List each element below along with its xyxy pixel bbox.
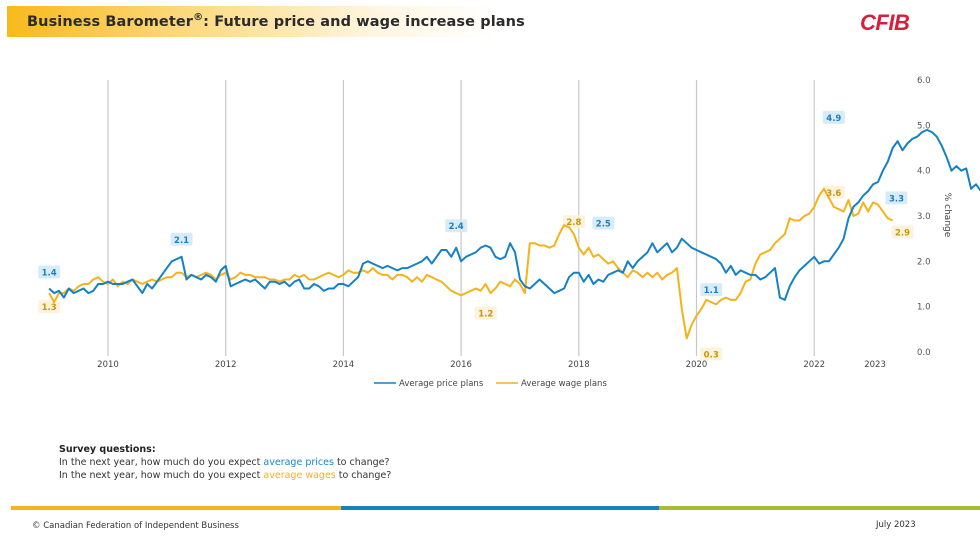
copyright: © Canadian Federation of Independent Bus… — [32, 521, 239, 531]
x-tick-label: 2010 — [97, 360, 119, 370]
legend: Average price plans Average wage plans — [374, 379, 607, 389]
y-tick-label: 5.0 — [917, 121, 931, 131]
annotation-bg — [700, 347, 723, 361]
annotation-backgrounds — [38, 110, 914, 361]
y-tick-label: 6.0 — [917, 76, 931, 86]
title-bar: Business Barometer®: Future price and wa… — [7, 6, 525, 37]
y-tick-label: 0.0 — [917, 348, 931, 358]
annotation-bg — [885, 191, 908, 205]
survey-question-wages: In the next year, how much do you expect… — [59, 469, 391, 482]
x-tick-label: 2012 — [215, 360, 237, 370]
survey-heading: Survey questions: — [59, 444, 156, 455]
annotation-bg — [562, 215, 585, 229]
annotation-bg — [700, 283, 723, 297]
q1-highlight: average prices — [263, 457, 334, 468]
y-axis-label: % change — [942, 193, 952, 238]
annotation-bg — [474, 306, 497, 320]
q1-text: In the next year, how much do you expect — [59, 457, 264, 468]
data-label: 1.1 — [704, 286, 719, 296]
x-tick-label: 2018 — [568, 360, 590, 370]
y-axis: 0.0 1.0 2.0 3.0 4.0 5.0 6.0 — [917, 76, 931, 358]
y-tick-label: 2.0 — [917, 257, 931, 267]
data-label: 2.4 — [449, 222, 464, 232]
data-label: 1.2 — [478, 310, 493, 320]
data-label: 2.5 — [596, 220, 611, 230]
logo-text: CFIB — [860, 10, 910, 35]
y-tick-label: 3.0 — [917, 212, 931, 222]
x-tick-label: 2022 — [803, 360, 825, 370]
x-tick-label: 2020 — [686, 360, 708, 370]
annotation-labels: 1.4 1.3 2.1 2.4 1.2 2.8 2.5 1.1 0.3 4.9 3.6 3.3 2.9 — [42, 114, 910, 361]
q1-end: to change? — [333, 457, 390, 468]
data-label: 3.6 — [826, 189, 841, 199]
footer-bar-green — [659, 506, 980, 510]
annotation-bg — [38, 300, 61, 314]
title-rest: : Future price and wage increase plans — [203, 13, 525, 30]
annotation-bg — [592, 216, 615, 230]
q2-end: to change? — [335, 470, 392, 481]
annotation-bg — [38, 265, 61, 279]
gridlines — [107, 80, 815, 356]
registered-mark: ® — [193, 12, 204, 23]
x-tick-label: 2023 — [864, 360, 886, 370]
footer-bar-orange — [11, 506, 341, 510]
y-tick-label: 4.0 — [917, 167, 931, 177]
data-label: 1.4 — [42, 269, 57, 279]
title-main: Business Barometer — [27, 13, 194, 30]
footer-bar-blue — [341, 506, 659, 510]
annotation-bg — [445, 219, 468, 233]
series-lines — [48, 128, 980, 340]
y-tick-label: 1.0 — [917, 303, 931, 313]
annotation-bg — [170, 232, 193, 246]
legend-label-wage: Average wage plans — [521, 379, 607, 389]
data-label: 2.9 — [895, 229, 910, 239]
data-label: 0.3 — [704, 350, 719, 360]
x-tick-label: 2016 — [450, 360, 472, 370]
survey-question-prices: In the next year, how much do you expect… — [59, 456, 391, 469]
annotation-bg — [822, 110, 845, 124]
data-label: 1.3 — [42, 303, 57, 313]
data-label: 4.9 — [826, 114, 841, 124]
wage-plans-line — [48, 187, 894, 340]
line-chart: 0.01.02.03.04.05.06.0 2010 2012 2014 2016 20… — [38, 76, 980, 389]
x-tick-label: 2014 — [333, 360, 355, 370]
data-label: 2.1 — [174, 236, 189, 246]
survey-questions: Survey questions: In the next year, how … — [59, 443, 391, 482]
x-axis: 2010 2012 2014 2016 2018 2020 2022 2023 — [97, 360, 886, 370]
cfib-logo: CFIB — [860, 10, 910, 35]
page-title: Business Barometer®: Future price and wa… — [27, 12, 525, 30]
q2-text: In the next year, how much do you expect — [59, 470, 264, 481]
q2-highlight: average wages — [263, 470, 336, 481]
annotation-bg — [891, 225, 914, 239]
report-date: July 2023 — [876, 520, 916, 530]
data-label: 2.8 — [566, 218, 581, 228]
legend-label-price: Average price plans — [399, 379, 484, 389]
data-label: 3.3 — [889, 194, 904, 204]
price-plans-line — [48, 128, 980, 301]
